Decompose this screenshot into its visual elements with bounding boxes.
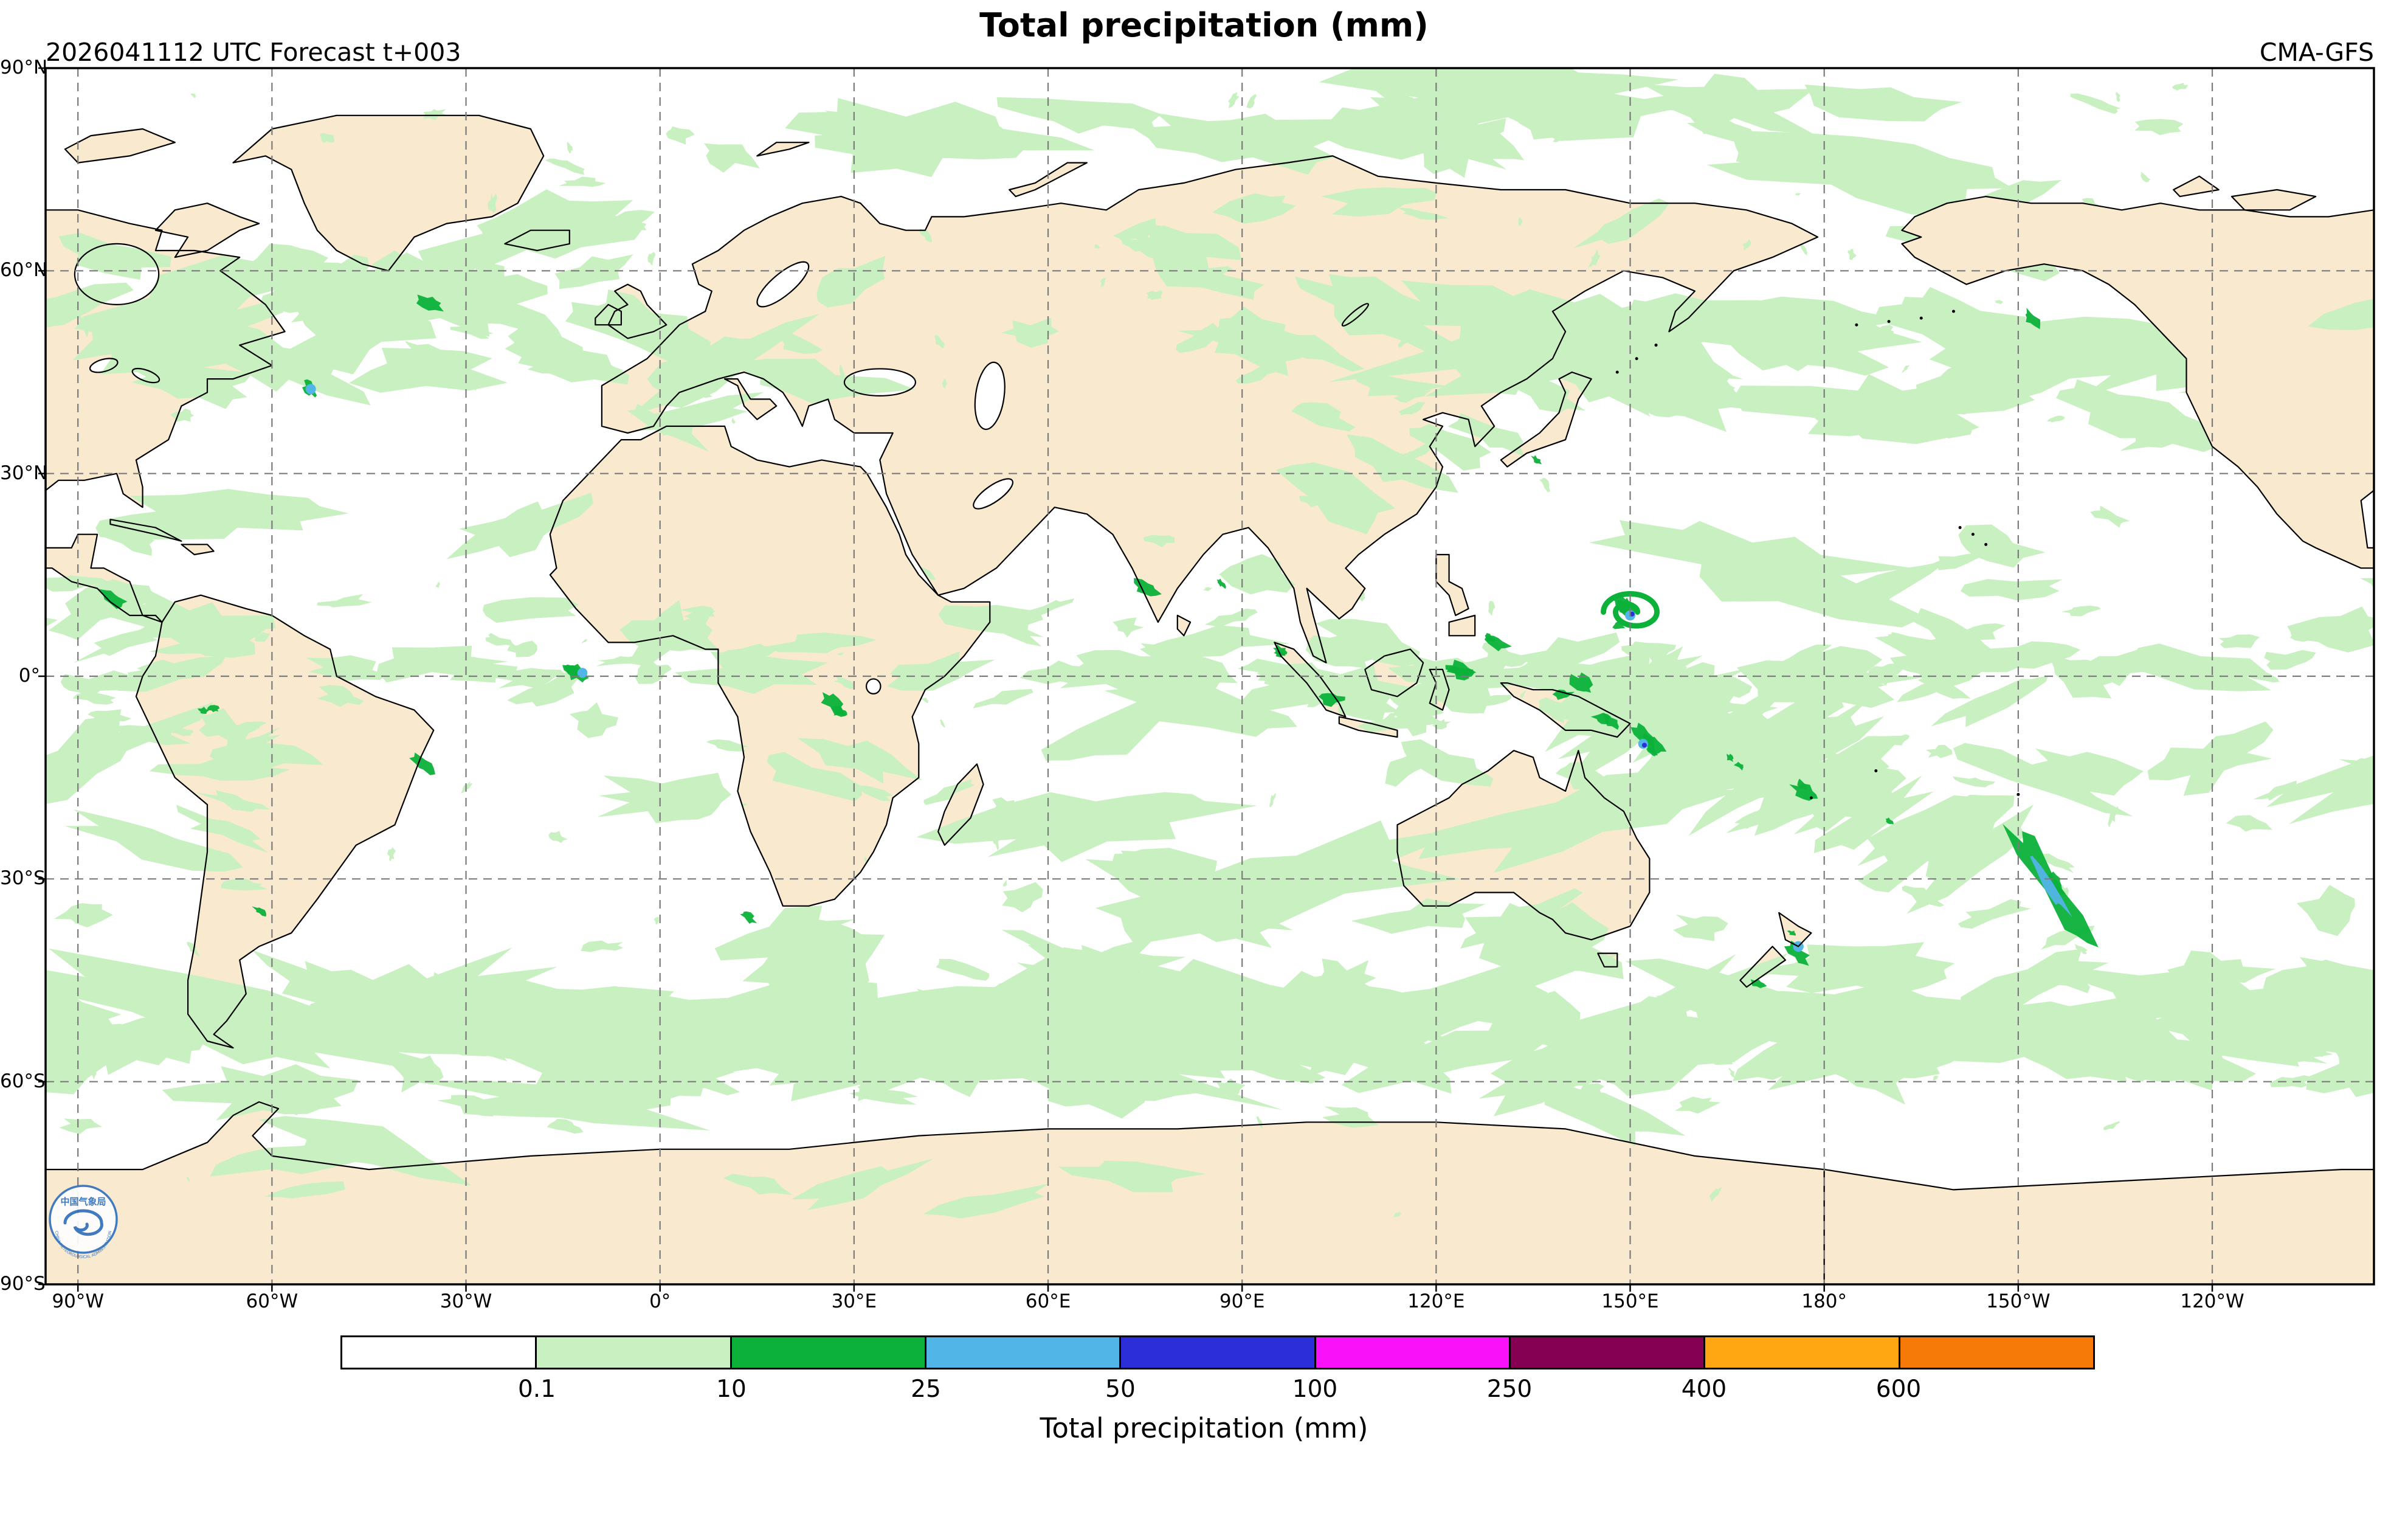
subtitle-row: 2026041112 UTC Forecast t+003 CMA-GFS xyxy=(46,38,2374,67)
colorbar-segment xyxy=(1900,1337,2093,1368)
lon-tick-label: 60°W xyxy=(246,1290,298,1312)
lon-tick-label: 30°W xyxy=(440,1290,492,1312)
colorbar-tick-label: 100 xyxy=(1292,1376,1338,1403)
lon-tick-label: 60°E xyxy=(1025,1290,1071,1312)
lon-tick-label: 90°W xyxy=(52,1290,104,1312)
lon-tick-label: 0° xyxy=(649,1290,671,1312)
lat-tick-label: 90°S xyxy=(0,1273,46,1295)
lat-tick-label: 30°N xyxy=(0,462,48,484)
colorbar-tick-label: 600 xyxy=(1875,1376,1922,1403)
colorbar xyxy=(340,1335,2095,1369)
map-plot-area: 中国气象局 CHINA METEOROLOGICAL ADMINISTRATION xyxy=(38,67,2375,1292)
lon-tick-label: 150°E xyxy=(1601,1290,1659,1312)
grid-layer xyxy=(46,68,2374,1284)
colorbar-segment xyxy=(342,1337,537,1368)
lon-tick-label: 90°E xyxy=(1219,1290,1265,1312)
axis-ticks xyxy=(38,67,2213,1292)
colorbar-segment xyxy=(1316,1337,1511,1368)
colorbar-tick-label: 25 xyxy=(911,1376,941,1403)
figure-title: Total precipitation (mm) xyxy=(979,6,1429,44)
lat-tick-label: 60°S xyxy=(0,1070,46,1092)
colorbar-title: Total precipitation (mm) xyxy=(1040,1412,1368,1444)
colorbar-segment xyxy=(731,1337,926,1368)
colorbar-segment xyxy=(926,1337,1122,1368)
lat-tick-label: 0° xyxy=(18,665,40,687)
lon-tick-label: 120°E xyxy=(1407,1290,1465,1312)
colorbar-segment xyxy=(1705,1337,1900,1368)
forecast-init-label: 2026041112 UTC Forecast t+003 xyxy=(46,38,461,67)
colorbar-tick-label: 250 xyxy=(1486,1376,1533,1403)
lon-tick-label: 120°W xyxy=(2180,1290,2244,1312)
cma-logo-cn-text: 中国气象局 xyxy=(60,1196,106,1207)
lat-tick-label: 90°N xyxy=(0,57,48,78)
colorbar-tick-label: 0.1 xyxy=(517,1376,556,1403)
lon-tick-label: 150°W xyxy=(1986,1290,2051,1312)
model-name-label: CMA-GFS xyxy=(2259,38,2374,67)
colorbar-tick-label: 50 xyxy=(1105,1376,1136,1403)
colorbar-tick-label: 10 xyxy=(716,1376,747,1403)
colorbar-segment xyxy=(1510,1337,1706,1368)
colorbar-tick-label: 400 xyxy=(1681,1376,1727,1403)
lon-tick-label: 180° xyxy=(1801,1290,1847,1312)
cma-swirl-icon xyxy=(63,1209,103,1236)
lon-tick-label: 30°E xyxy=(831,1290,877,1312)
map-frame xyxy=(44,67,2375,1286)
lat-tick-label: 30°S xyxy=(0,867,46,890)
lat-tick-label: 60°N xyxy=(0,259,48,282)
colorbar-segment xyxy=(537,1337,732,1368)
colorbar-segment xyxy=(1121,1337,1316,1368)
